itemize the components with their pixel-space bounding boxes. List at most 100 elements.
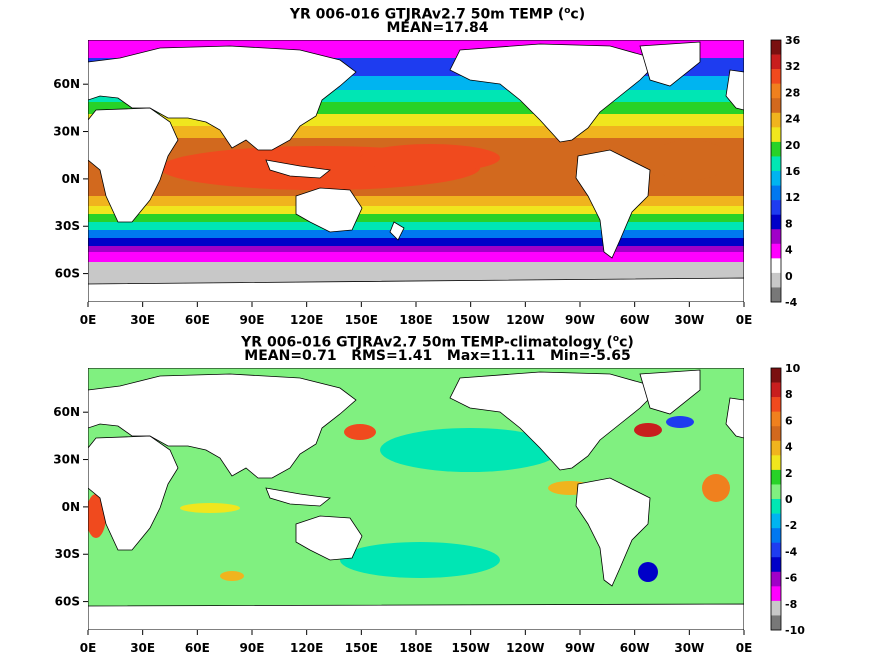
- bottom-anom-kuroshio: [344, 424, 376, 440]
- bottom-land-eurasia: [88, 373, 357, 479]
- top-band-south-darkblue: [88, 238, 744, 248]
- top-map-title-suffix: c): [570, 6, 586, 23]
- bottom-colorbar-swatch: [771, 484, 781, 500]
- top-colorbar-tick-label: 16: [785, 165, 801, 178]
- bottom-map-title-suffix: c): [619, 334, 634, 351]
- top-xtick-label: 0E: [736, 313, 753, 327]
- top-land-greenland: [639, 41, 701, 87]
- top-colorbar-swatch: [771, 229, 781, 245]
- top-xtick-label: 30E: [130, 313, 155, 327]
- top-colorbar-swatch: [771, 40, 781, 55]
- top-land-australia: [295, 187, 363, 233]
- top-map-title-sup: o: [564, 6, 571, 16]
- bottom-land: [88, 369, 744, 630]
- top-xtick-label: 60E: [185, 313, 210, 327]
- top-xtick-label: 180E: [399, 313, 432, 327]
- bottom-xtick-label: 0E: [80, 641, 97, 655]
- top-colorbar-swatch: [771, 156, 781, 172]
- top-colorbar-swatch: [771, 98, 781, 114]
- bottom-colorbar-frame: [770, 367, 782, 631]
- top-map-plot: [88, 40, 744, 302]
- bottom-colorbar-swatch: [771, 411, 781, 427]
- bottom-xtick-label: 180E: [399, 641, 432, 655]
- top-xtick-label: 150E: [345, 313, 378, 327]
- bottom-colorbar-swatch: [771, 469, 781, 485]
- top-band-south-magenta: [88, 252, 744, 264]
- top-colorbar-tick-label: -4: [785, 296, 798, 309]
- bottom-xtick-label: 90E: [240, 641, 265, 655]
- bottom-colorbar-swatch: [771, 455, 781, 471]
- bottom-xtick-label: 90W: [565, 641, 595, 655]
- top-band-south-green: [88, 214, 744, 224]
- top-colorbar-swatch: [771, 112, 781, 128]
- bottom-colorbar-swatch: [771, 382, 781, 398]
- top-band-south-blue: [88, 230, 744, 240]
- bottom-colorbar-tick-label: -10: [785, 624, 805, 637]
- bottom-colorbar-tick-label: 2: [785, 467, 793, 480]
- bottom-anom-south-cyan: [340, 542, 500, 578]
- bottom-colorbar-tick-label: -6: [785, 572, 798, 585]
- top-colorbar-frame: [770, 39, 782, 303]
- bottom-ytick-label: 30N: [53, 453, 80, 467]
- top-xtick-label: 120E: [290, 313, 323, 327]
- top-land-antarctica: [88, 277, 744, 302]
- bottom-xtick-label: 0E: [736, 641, 753, 655]
- top-colorbar-tick-label: 0: [785, 270, 793, 283]
- bottom-land-africa: [88, 435, 179, 551]
- top-colorbar-tick-label: 24: [785, 113, 801, 126]
- bottom-colorbar-tick-label: -2: [785, 519, 797, 532]
- bottom-colorbar-swatch: [771, 368, 781, 383]
- bottom-ytick-label: 60N: [53, 405, 80, 419]
- bottom-map-plot: [88, 368, 744, 630]
- top-land-south-america: [575, 149, 651, 259]
- bottom-colorbar-swatch: [771, 571, 781, 587]
- top-land: [88, 41, 744, 302]
- top-ytick-label: 30N: [53, 125, 80, 139]
- top-colorbar-swatch: [771, 54, 781, 70]
- bottom-xtick-label: 150W: [452, 641, 490, 655]
- axes-layer: 0E 30E 60E 90E 120E 150E 180E 150W 120W 90W 60W 30W…: [53, 77, 752, 655]
- top-colorbar-tick-label: 12: [785, 191, 800, 204]
- top-warm-pool-east: [360, 144, 500, 172]
- bottom-colorbar-swatch: [771, 557, 781, 573]
- top-colorbar-swatch: [771, 69, 781, 84]
- bottom-anom-canary: [702, 474, 730, 502]
- bottom-land-antarctica: [88, 603, 744, 630]
- top-map-title: YR 006-016 GTJRAv2.7 50m TEMP (oc): [0, 3, 875, 23]
- bottom-colorbar-tick-label: -8: [785, 598, 797, 611]
- top-xtick-label: 90E: [240, 313, 265, 327]
- top-colorbar-swatch: [771, 185, 781, 201]
- top-colorbar-tick-label: 32: [785, 60, 800, 73]
- bottom-colorbar-tick-label: 10: [785, 362, 801, 375]
- top-colorbar-tick-label: 28: [785, 86, 800, 99]
- bottom-xtick-label: 30W: [674, 641, 704, 655]
- top-ytick-label: 60S: [55, 267, 80, 281]
- top-colorbar-swatch: [771, 200, 781, 215]
- top-colorbar-swatch: [771, 127, 781, 143]
- bottom-xtick-label: 120W: [506, 641, 544, 655]
- bottom-colorbar-swatch: [771, 440, 781, 456]
- top-band-south-yellow: [88, 206, 744, 216]
- top-xtick-label: 0E: [80, 313, 97, 327]
- bottom-map-title-prefix: YR 006-016 GTJRAv2.7 50m TEMP-climatolog…: [241, 334, 613, 351]
- top-xtick-label: 150W: [452, 313, 490, 327]
- bottom-colorbar-swatch: [771, 615, 781, 631]
- top-xtick-label: 120W: [506, 313, 544, 327]
- bottom-colorbar-tick-label: -4: [785, 545, 798, 558]
- bottom-ytick-label: 0N: [62, 500, 80, 514]
- bottom-ytick-label: 60S: [55, 595, 80, 609]
- bottom-map-subtitle: MEAN=0.71 RMS=1.41 Max=11.11 Min=-5.65: [244, 348, 631, 364]
- top-land-africa: [88, 107, 179, 223]
- bottom-colorbar-swatch: [771, 426, 781, 442]
- bottom-xtick-label: 150E: [345, 641, 378, 655]
- top-colorbar-swatch: [771, 258, 781, 274]
- bottom-colorbar-swatch: [771, 397, 781, 412]
- bottom-map-title-sup: o: [612, 334, 620, 344]
- top-ytick-label: 60N: [53, 77, 80, 91]
- top-band-subtrop-s: [88, 196, 744, 208]
- top-colorbar-swatch: [771, 243, 781, 259]
- top-colorbar-swatch: [771, 83, 781, 99]
- top-colorbar-swatch: [771, 214, 781, 230]
- top-land-eurasia: [88, 45, 357, 151]
